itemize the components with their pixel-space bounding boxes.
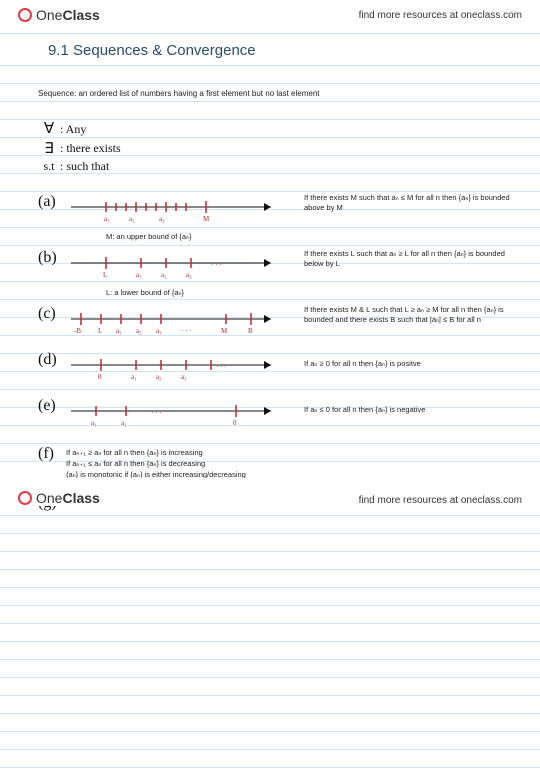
st-label: : such that xyxy=(60,159,109,175)
caption-a: M: an upper bound of {aₙ} xyxy=(66,232,296,241)
logo-text: OneClass xyxy=(36,7,100,23)
diagram-b: L a₁ a₂ a₃ · · · L: a lower bound of {aₙ… xyxy=(66,249,296,297)
logo-ring-icon xyxy=(18,491,32,505)
diagram-a: a₁ a₂ a₃ M M: an upper bound of {aₙ} xyxy=(66,193,296,241)
text-f: If aₙ₊₁ ≥ aₙ for all n then {aₙ} is incr… xyxy=(66,445,246,481)
svg-text:a₁: a₁ xyxy=(131,373,137,381)
svg-text:a₁: a₁ xyxy=(91,419,97,427)
desc-c: If there exists M & L such that L ≥ aₙ ≥… xyxy=(296,305,520,325)
st-symbol: s.t xyxy=(38,159,60,175)
desc-d: If aₙ ≥ 0 for all n then {aₙ} is positve xyxy=(296,351,421,369)
svg-text:a₂: a₂ xyxy=(129,215,135,223)
svg-text:L: L xyxy=(103,271,107,279)
item-b: (b) L a₁ a₂ a₃ · · · L: a lower bound of… xyxy=(38,249,520,297)
desc-b: If there exists L such that aₙ ≥ L for a… xyxy=(296,249,520,269)
item-letter-a: (a) xyxy=(38,193,66,211)
page-title: 9.1 Sequences & Convergence xyxy=(0,30,540,59)
item-letter-b: (b) xyxy=(38,249,66,267)
diagram-e: a₁ a₂ · · · 0 xyxy=(66,397,296,435)
item-letter-f: (f) xyxy=(38,445,66,463)
svg-text:a₂: a₂ xyxy=(156,373,162,381)
item-e: (e) a₁ a₂ · · · 0 If aₙ ≤ 0 for all n th… xyxy=(38,397,520,435)
sequence-definition: Sequence: an ordered list of numbers hav… xyxy=(38,89,520,98)
svg-text:M: M xyxy=(221,327,228,335)
brand-logo: OneClass xyxy=(18,7,100,23)
svg-text:0: 0 xyxy=(233,419,237,427)
svg-text:a₃: a₃ xyxy=(181,373,187,381)
logo-text-bottom: OneClass xyxy=(36,490,100,506)
svg-text:a₁: a₁ xyxy=(104,215,110,223)
top-bar: OneClass find more resources at oneclass… xyxy=(0,0,540,30)
item-letter-c: (c) xyxy=(38,305,66,323)
brand-logo-bottom: OneClass xyxy=(18,490,100,506)
logo-ring-icon xyxy=(18,8,32,22)
bottom-bar: OneClass find more resources at oneclass… xyxy=(0,478,540,506)
svg-text:M: M xyxy=(203,215,210,223)
svg-text:a₁: a₁ xyxy=(116,327,122,335)
svg-text:L: L xyxy=(98,327,102,335)
svg-text:· · ·: · · · xyxy=(151,409,162,417)
svg-text:· · ·: · · · xyxy=(216,363,227,371)
exists-symbol: ∃ xyxy=(38,140,60,160)
svg-text:B: B xyxy=(248,327,253,335)
item-f: (f) If aₙ₊₁ ≥ aₙ for all n then {aₙ} is … xyxy=(38,445,520,481)
quantifier-notes: ∀: Any ∃: there exists s.t: such that xyxy=(38,120,520,175)
svg-text:a₂: a₂ xyxy=(121,419,127,427)
page-content: OneClass find more resources at oneclass… xyxy=(0,0,540,512)
svg-text:· · ·: · · · xyxy=(211,261,222,269)
item-letter-d: (d) xyxy=(38,351,66,369)
item-d: (d) 0 a₁ a₂ a₃ · · · If aₙ ≥ 0 for all n… xyxy=(38,351,520,389)
svg-text:0: 0 xyxy=(98,373,102,381)
svg-text:a₃: a₃ xyxy=(156,327,162,335)
diagram-d: 0 a₁ a₂ a₃ · · · xyxy=(66,351,296,389)
svg-text:a₃: a₃ xyxy=(186,271,192,279)
desc-e: If aₙ ≤ 0 for all n then {aₙ} is negativ… xyxy=(296,397,425,415)
footer-link[interactable]: find more resources at oneclass.com xyxy=(359,495,522,506)
caption-b: L: a lower bound of {aₙ} xyxy=(66,288,296,297)
svg-text:a₃: a₃ xyxy=(159,215,165,223)
item-letter-e: (e) xyxy=(38,397,66,415)
item-c: (c) -B L a₁ a₂ a₃ · · · M B xyxy=(38,305,520,343)
exists-label: : there exists xyxy=(60,141,121,157)
forall-symbol: ∀ xyxy=(38,120,60,140)
header-link[interactable]: find more resources at oneclass.com xyxy=(359,10,522,21)
item-a: (a) a₁ a₂ a₃ M M: an upper bound of {aₙ}… xyxy=(38,193,520,241)
desc-a: If there exists M such that aₙ ≤ M for a… xyxy=(296,193,520,213)
svg-text:-B: -B xyxy=(74,327,81,335)
svg-text:· · ·: · · · xyxy=(181,327,192,335)
svg-text:a₁: a₁ xyxy=(136,271,142,279)
forall-label: : Any xyxy=(60,122,86,138)
svg-text:a₂: a₂ xyxy=(161,271,167,279)
diagram-c: -B L a₁ a₂ a₃ · · · M B xyxy=(66,305,296,343)
svg-text:a₂: a₂ xyxy=(136,327,142,335)
